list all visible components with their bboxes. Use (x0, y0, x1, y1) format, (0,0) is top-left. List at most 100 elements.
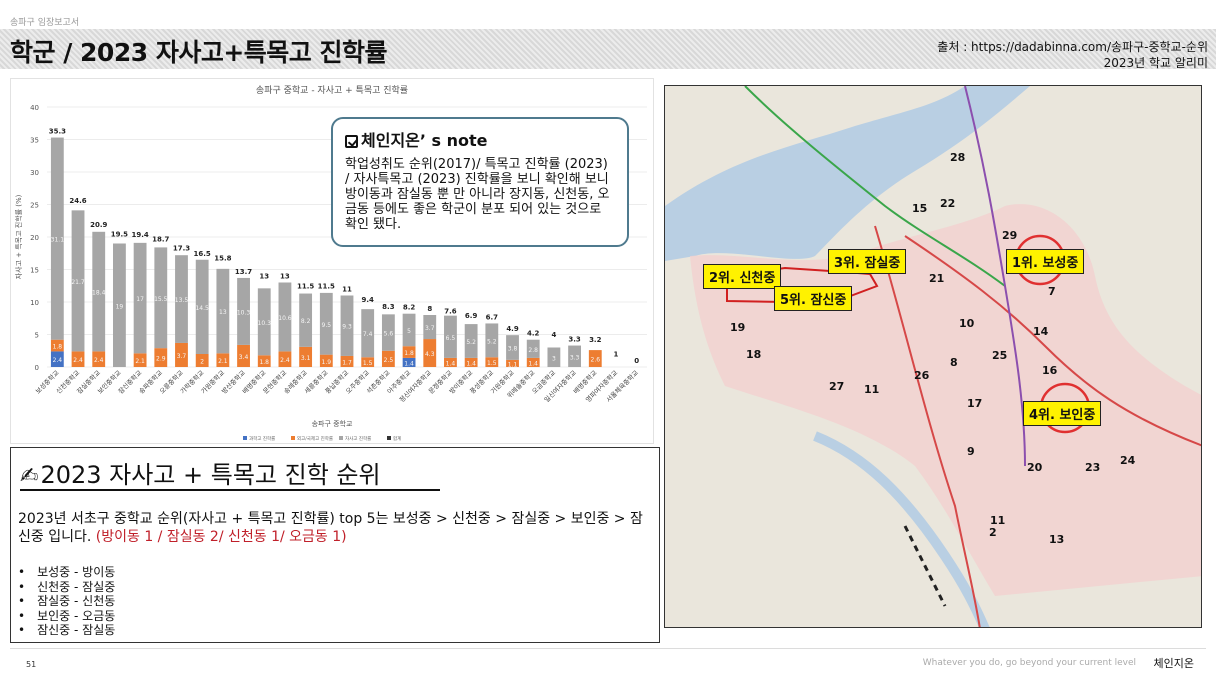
bar-segment-label: 6.5 (446, 335, 456, 342)
bar-segment (485, 357, 499, 367)
bar-segment-label: 3.7 (177, 353, 187, 360)
map-school-number: 22 (940, 197, 956, 210)
x-axis-label: 송파구 중학교 (312, 419, 353, 428)
map-school-number: 28 (950, 151, 966, 164)
legend-label: 외고/국제고 진학률 (297, 435, 333, 442)
river-han (665, 86, 1030, 261)
y-tick-label: 5 (35, 332, 39, 340)
rank2-outline (726, 266, 879, 304)
bar-segment (175, 255, 188, 343)
bar-segment (237, 344, 250, 367)
ranking-title-underline (20, 489, 440, 491)
footer-tagline: Whatever you do, go beyond your current … (922, 658, 1136, 668)
bar-segment (402, 313, 416, 347)
bar-total-label: 16.5 (194, 250, 211, 258)
bar-segment-label: 3.7 (425, 325, 435, 332)
bar-segment (50, 137, 64, 340)
bar-segment (257, 355, 271, 367)
bar-segment-label: 14.5 (195, 305, 209, 312)
bar-segment (361, 309, 375, 358)
bar-segment-label: 2.4 (280, 357, 290, 364)
bar-total-label: 11.5 (318, 282, 335, 290)
bar-segment-label: 2.8 (528, 347, 538, 354)
subway-purple (964, 86, 1026, 467)
bar-segment-label: 3.1 (301, 355, 311, 362)
map-label-rank1: 1위. 보성중 (1006, 249, 1085, 274)
bar-segment-label: 10.6 (278, 315, 292, 322)
map-school-number: 11 (990, 514, 1006, 527)
pen-icon: ✍ (20, 464, 39, 489)
bar-segment-label: 5.6 (384, 331, 394, 338)
bar-segment-label: 1.8 (53, 344, 63, 351)
bar-segment-label: 2.5 (384, 357, 394, 364)
bar-total-label: 18.7 (152, 235, 169, 243)
bar-total-label: 7.6 (444, 308, 457, 316)
bar-segment-label: 3.8 (508, 346, 518, 353)
bar-total-label: 8.3 (382, 303, 395, 311)
school-map: 1위. 보성중 2위. 신천중 3위. 잠실중 4위. 보인중 5위. 잠신중 … (664, 85, 1202, 628)
bar-segment (216, 268, 230, 354)
legend-swatch (291, 436, 295, 440)
list-item: 보인중 - 오금동 (18, 609, 115, 624)
map-school-number: 26 (914, 369, 930, 382)
y-tick-label: 35 (30, 137, 39, 145)
bar-segment (175, 342, 188, 367)
bar-total-label: 3.3 (568, 336, 581, 344)
bar-segment-label: 3.3 (570, 354, 580, 361)
bar-segment-label: 9.3 (342, 324, 352, 331)
bar-segment (381, 314, 395, 351)
checkbox-icon (345, 135, 358, 148)
bar-segment (278, 351, 292, 367)
map-school-number: 15 (912, 202, 928, 215)
bar-segment-label: 2.6 (591, 357, 601, 364)
bar-total-label: 13 (259, 273, 269, 281)
map-school-number: 29 (1002, 229, 1018, 242)
bar-segment (402, 346, 416, 358)
bar-total-label: 17.3 (173, 245, 190, 253)
map-label-rank5: 5위. 잠신중 (774, 286, 853, 311)
y-tick-label: 25 (30, 202, 39, 210)
bar-segment (444, 315, 457, 358)
bar-total-label: 19.5 (111, 230, 128, 238)
bar-segment-label: 1.4 (404, 360, 414, 367)
bar-segment-label: 1.4 (466, 360, 476, 367)
source-url: 출처 : https://dadabinna.com/송파구-중학교-순위 (937, 40, 1208, 54)
source-note: 출처 : https://dadabinna.com/송파구-중학교-순위 20… (937, 39, 1208, 71)
bar-segment (547, 347, 561, 367)
title-band (0, 29, 1216, 69)
map-school-number: 11 (864, 383, 880, 396)
bar-segment (216, 353, 230, 367)
y-tick-label: 20 (30, 234, 39, 242)
bar-total-label: 1 (614, 351, 619, 359)
bar-segment (361, 357, 375, 367)
bar-total-label: 15.8 (214, 254, 231, 262)
bar-segment (92, 351, 106, 367)
bar-segment (299, 346, 313, 367)
legend-label: 자사고 진학률 (345, 435, 371, 442)
map-school-number: 23 (1085, 461, 1101, 474)
bar-segment-label: 2.9 (156, 356, 166, 363)
bar-segment (92, 231, 106, 352)
source-school-info: 2023년 학교 알리미 (1103, 56, 1208, 70)
bar-segment-label: 2.1 (218, 358, 228, 365)
bar-segment (485, 323, 499, 358)
map-label-rank3: 3위. 잠실중 (828, 249, 907, 274)
bar-segment (526, 339, 540, 358)
map-school-number: 24 (1120, 454, 1136, 467)
ranking-paragraph: 2023년 서초구 중학교 순위(자사고 + 특목고 진학률) top 5는 보… (18, 510, 648, 546)
ranking-summary: 2023년 서초구 중학교 순위(자사고 + 특목고 진학률) top 5는 보… (18, 511, 643, 545)
bar-chart: 송파구 중학교 - 자사고 + 특목고 진학률0510152025303540자… (14, 85, 647, 442)
bar-segment-label: 19 (116, 303, 124, 310)
bar-segment (526, 357, 540, 367)
bar-segment (154, 348, 168, 367)
bar-total-label: 6.7 (486, 313, 499, 321)
bar-segment (423, 315, 437, 340)
bar-total-label: 9.4 (361, 296, 374, 304)
ranking-title: ✍2023 자사고 + 특목고 진학 순위 (20, 455, 381, 490)
bar-total-label: 20.9 (90, 221, 107, 229)
map-school-number: 9 (967, 445, 975, 458)
bar-segment (299, 293, 313, 347)
bar-segment (423, 339, 437, 367)
bar-segment-label: 5.2 (466, 339, 476, 346)
road-red (874, 225, 981, 627)
